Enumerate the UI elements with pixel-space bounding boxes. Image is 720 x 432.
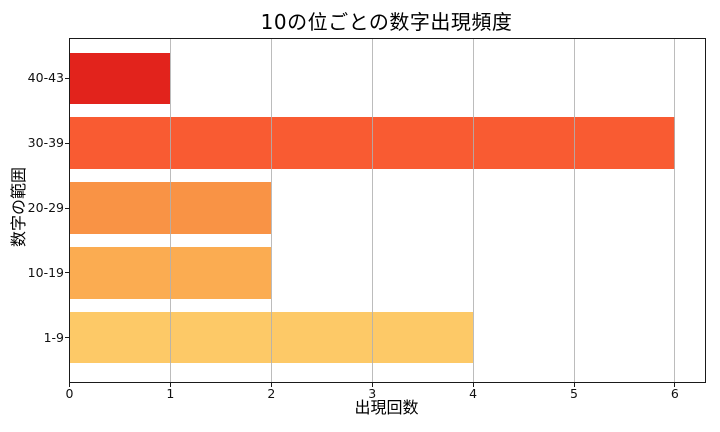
y-tick-mark bbox=[65, 142, 69, 144]
y-tick-mark bbox=[65, 337, 69, 339]
gridline bbox=[371, 38, 373, 382]
gridline bbox=[169, 38, 171, 382]
gridline bbox=[270, 38, 272, 382]
x-tick-mark bbox=[573, 382, 575, 387]
x-tick-label: 1 bbox=[166, 385, 175, 401]
x-tick-label: 4 bbox=[469, 385, 478, 401]
y-tick-mark bbox=[65, 207, 69, 209]
y-tick-label: 1-9 bbox=[43, 329, 64, 345]
gridline bbox=[573, 38, 575, 382]
gridline bbox=[674, 38, 676, 382]
x-tick-mark bbox=[69, 382, 70, 387]
bar-40-43 bbox=[69, 52, 171, 105]
x-tick-mark bbox=[270, 382, 272, 387]
y-tick-mark bbox=[65, 77, 69, 79]
x-tick-mark bbox=[169, 382, 171, 387]
x-tick-label: 6 bbox=[670, 385, 679, 401]
x-tick-label: 5 bbox=[570, 385, 578, 401]
plot-area bbox=[68, 37, 706, 383]
x-tick-label: 2 bbox=[267, 385, 276, 401]
gridline bbox=[472, 38, 474, 382]
x-axis-title: 出現回数 bbox=[354, 398, 419, 417]
x-tick-label: 0 bbox=[65, 385, 74, 401]
x-tick-mark bbox=[371, 382, 373, 387]
y-tick-label: 10-19 bbox=[27, 264, 64, 280]
y-tick-label: 20-29 bbox=[27, 200, 64, 215]
x-tick-label: 3 bbox=[368, 385, 377, 401]
y-tick-label: 30-39 bbox=[27, 135, 64, 151]
chart-title: 10の位ごとの数字出現頻度 bbox=[260, 10, 513, 34]
y-tick-mark bbox=[65, 272, 69, 274]
x-tick-mark bbox=[472, 382, 474, 387]
y-tick-label: 40-43 bbox=[27, 70, 64, 86]
x-tick-mark bbox=[674, 382, 676, 387]
